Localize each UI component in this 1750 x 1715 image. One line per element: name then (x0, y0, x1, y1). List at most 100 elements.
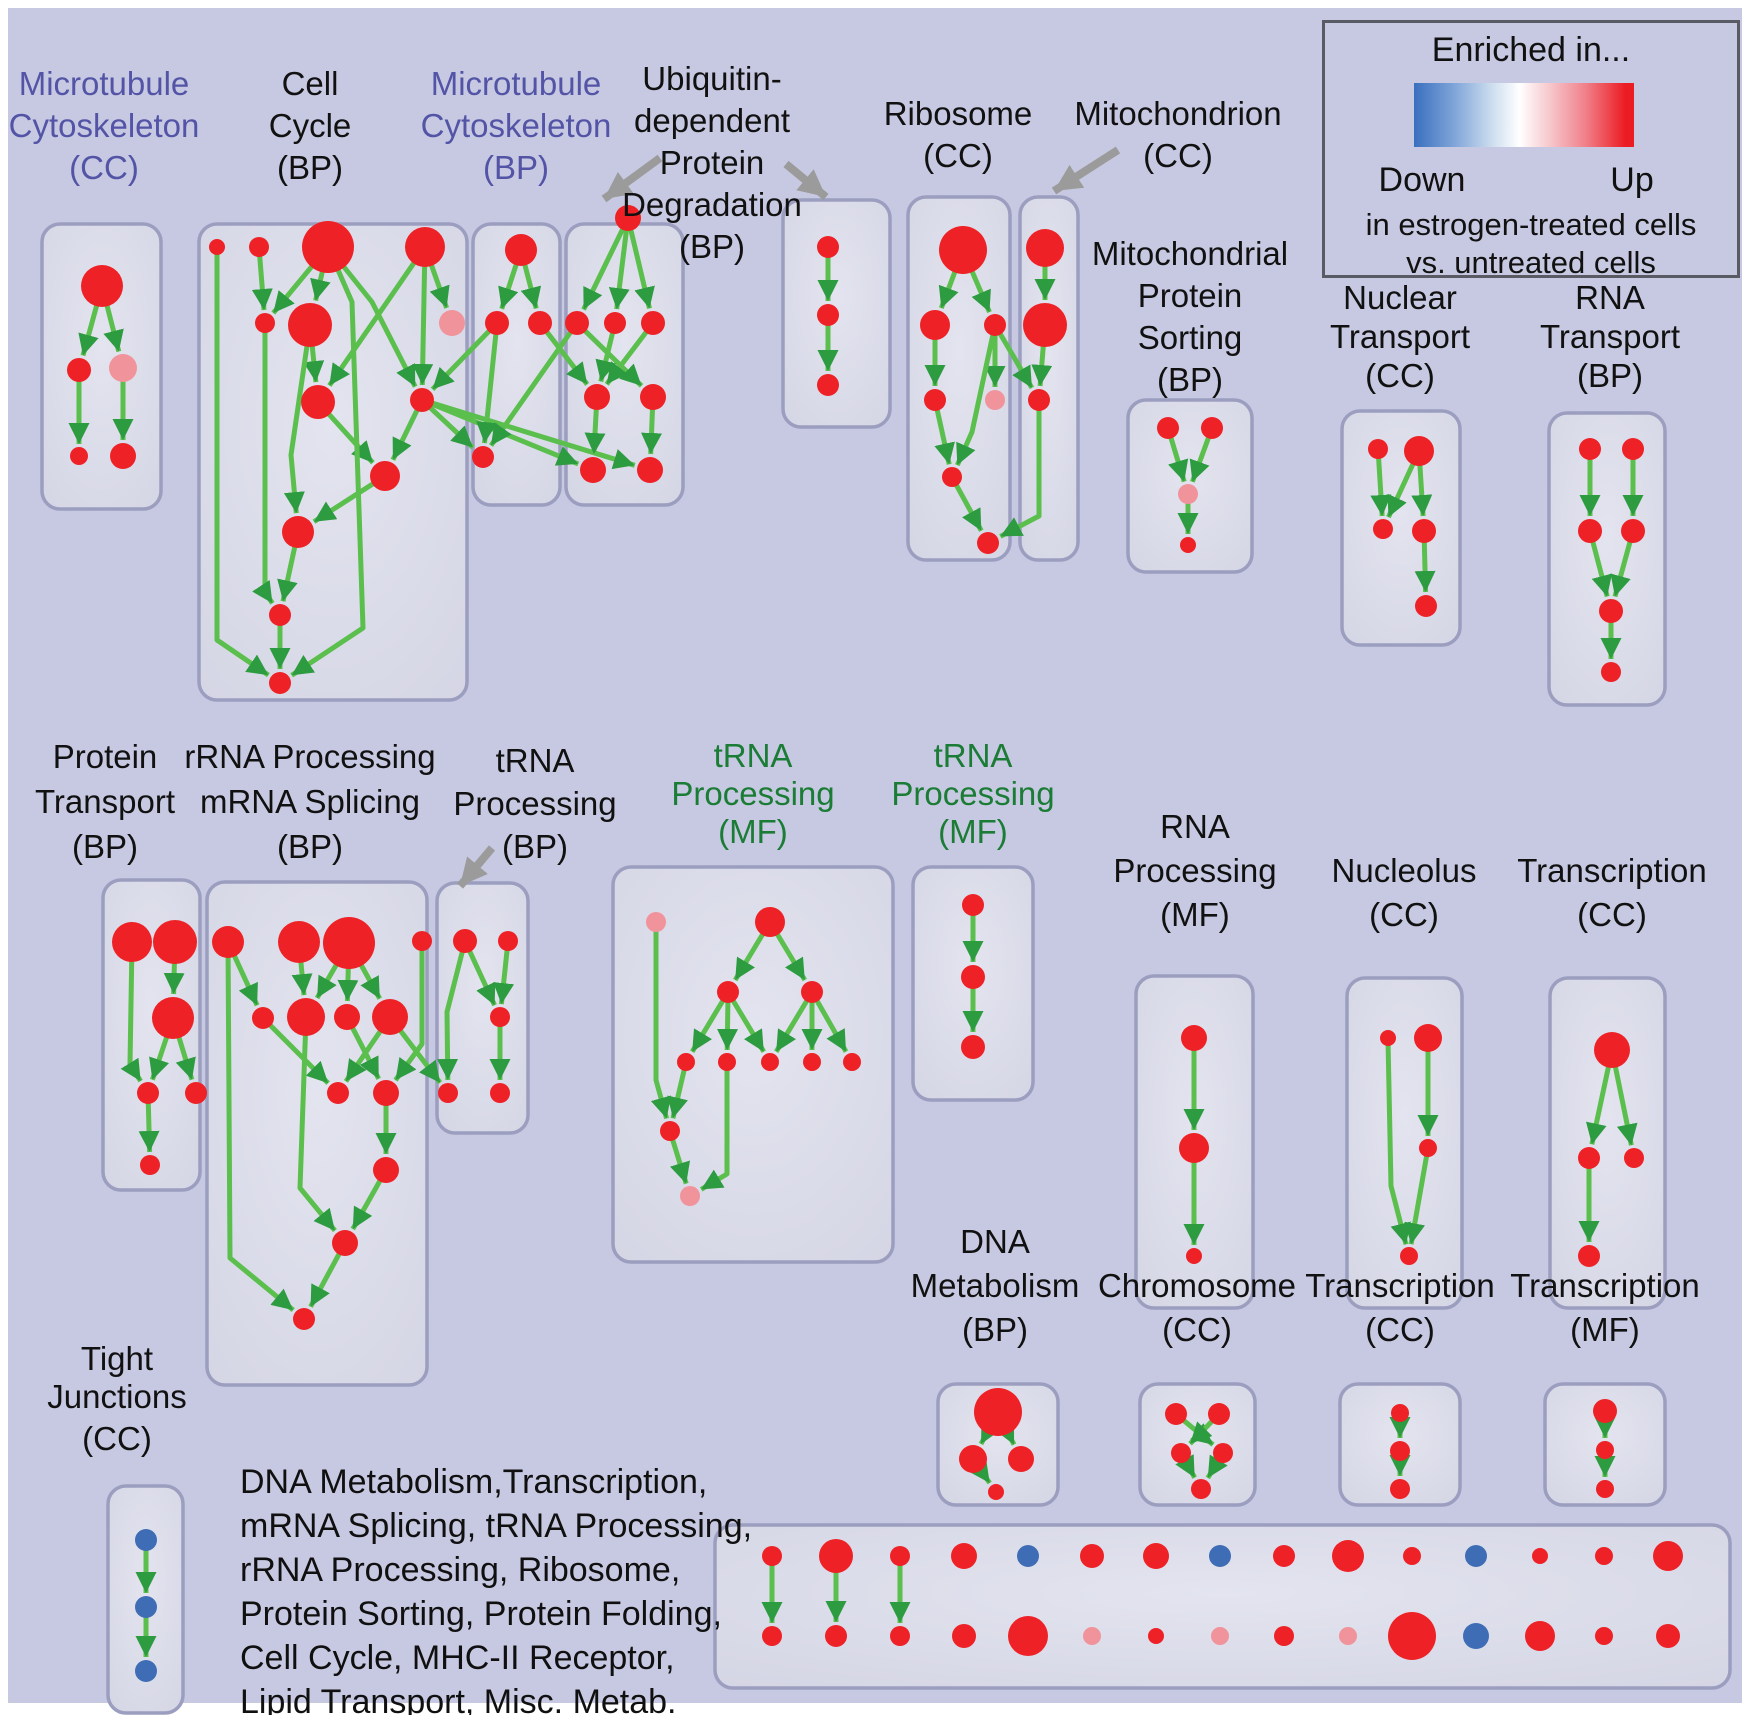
go-term-node-h3[interactable] (1373, 519, 1393, 539)
go-term-node-e5[interactable] (985, 390, 1005, 410)
go-term-node-p5[interactable] (185, 1082, 207, 1104)
go-term-node-e7[interactable] (977, 532, 999, 554)
go-term-node-d3[interactable] (528, 311, 552, 335)
go-term-node-y2[interactable] (1208, 1403, 1230, 1425)
go-term-node-u7[interactable] (580, 457, 606, 483)
go-term-node-y4[interactable] (1213, 1443, 1233, 1463)
go-term-node-v3[interactable] (817, 374, 839, 396)
go-term-node-i3[interactable] (1578, 519, 1602, 543)
go-term-node-e1[interactable] (939, 226, 987, 274)
go-term-node-t5[interactable] (490, 1083, 510, 1103)
go-term-node-r3[interactable] (323, 917, 375, 969)
go-term-node-m7[interactable] (761, 1053, 779, 1071)
go-term-node-p3[interactable] (152, 997, 194, 1039)
go-term-node-bb15[interactable] (1656, 1624, 1680, 1648)
go-term-node-g3[interactable] (1178, 484, 1198, 504)
go-term-node-h4[interactable] (1412, 519, 1436, 543)
go-term-node-z3[interactable] (1390, 1479, 1410, 1499)
go-term-node-i4[interactable] (1621, 519, 1645, 543)
go-term-node-bt5[interactable] (1017, 1545, 1039, 1567)
go-term-node-t3[interactable] (490, 1007, 510, 1027)
go-term-node-r10[interactable] (373, 1080, 399, 1106)
go-term-node-bt4[interactable] (951, 1543, 977, 1569)
go-term-node-bb14[interactable] (1595, 1627, 1613, 1645)
go-term-node-u6[interactable] (640, 384, 666, 410)
go-term-node-m4[interactable] (801, 981, 823, 1003)
go-term-node-r1[interactable] (212, 926, 244, 958)
go-term-node-r9[interactable] (327, 1082, 349, 1104)
go-term-node-t2[interactable] (498, 931, 518, 951)
go-term-node-bb11[interactable] (1388, 1612, 1436, 1660)
go-term-node-o3[interactable] (1419, 1139, 1437, 1157)
go-term-node-j2[interactable] (135, 1596, 157, 1618)
go-term-node-z2[interactable] (1390, 1441, 1410, 1461)
go-term-node-c3[interactable] (302, 221, 354, 273)
go-term-node-v1[interactable] (817, 236, 839, 258)
go-term-node-bb10[interactable] (1339, 1627, 1357, 1645)
go-term-node-y5[interactable] (1191, 1479, 1211, 1499)
go-term-node-w1[interactable] (1594, 1032, 1630, 1068)
go-term-node-x4[interactable] (988, 1484, 1004, 1500)
go-term-node-m8[interactable] (803, 1053, 821, 1071)
go-term-node-m2[interactable] (755, 907, 785, 937)
go-term-node-p2[interactable] (153, 920, 197, 964)
go-term-node-k2[interactable] (1596, 1441, 1614, 1459)
go-term-node-c10[interactable] (370, 461, 400, 491)
go-term-node-c4[interactable] (405, 227, 445, 267)
go-term-node-x3[interactable] (1008, 1446, 1034, 1472)
go-term-node-bb12[interactable] (1463, 1623, 1489, 1649)
go-term-node-c12[interactable] (269, 604, 291, 626)
go-term-node-s3[interactable] (961, 1035, 985, 1059)
go-term-node-d2[interactable] (485, 311, 509, 335)
go-term-node-r5[interactable] (252, 1007, 274, 1029)
go-term-node-c8[interactable] (301, 385, 335, 419)
go-term-node-bb6[interactable] (1083, 1627, 1101, 1645)
go-term-node-y3[interactable] (1171, 1443, 1191, 1463)
go-term-node-a3[interactable] (109, 354, 137, 382)
go-term-node-u4[interactable] (641, 311, 665, 335)
go-term-node-i2[interactable] (1622, 438, 1644, 460)
go-term-node-r4[interactable] (412, 931, 432, 951)
go-term-node-s2[interactable] (961, 965, 985, 989)
go-term-node-m3[interactable] (717, 981, 739, 1003)
go-term-node-v2[interactable] (817, 304, 839, 326)
go-term-node-r6[interactable] (287, 998, 325, 1036)
go-term-node-bt6[interactable] (1080, 1544, 1104, 1568)
go-term-node-m5[interactable] (677, 1053, 695, 1071)
go-term-node-r12[interactable] (332, 1230, 358, 1256)
go-term-node-u8[interactable] (637, 457, 663, 483)
go-term-node-bt12[interactable] (1465, 1545, 1487, 1567)
go-term-node-g2[interactable] (1201, 417, 1223, 439)
go-term-node-bt9[interactable] (1273, 1545, 1295, 1567)
go-term-node-t1[interactable] (453, 929, 477, 953)
go-term-node-r13[interactable] (293, 1308, 315, 1330)
go-term-node-a2[interactable] (67, 358, 91, 382)
go-term-node-q3[interactable] (1186, 1248, 1202, 1264)
go-term-node-m6[interactable] (718, 1053, 736, 1071)
go-term-node-w3[interactable] (1624, 1148, 1644, 1168)
go-term-node-f1[interactable] (1026, 229, 1064, 267)
go-term-node-bb2[interactable] (825, 1625, 847, 1647)
go-term-node-d1[interactable] (505, 234, 537, 266)
go-term-node-j1[interactable] (135, 1529, 157, 1551)
go-term-node-bt7[interactable] (1143, 1543, 1169, 1569)
go-term-node-c1[interactable] (209, 239, 225, 255)
go-term-node-x2[interactable] (959, 1445, 987, 1473)
go-term-node-bb9[interactable] (1274, 1626, 1294, 1646)
go-term-node-r2[interactable] (278, 921, 320, 963)
go-term-node-e4[interactable] (924, 389, 946, 411)
go-term-node-j3[interactable] (135, 1660, 157, 1682)
go-term-node-s1[interactable] (962, 894, 984, 916)
go-term-node-h1[interactable] (1368, 439, 1388, 459)
go-term-node-u2[interactable] (565, 311, 589, 335)
go-term-node-o4[interactable] (1400, 1247, 1418, 1265)
go-term-node-bt11[interactable] (1403, 1547, 1421, 1565)
go-term-node-bt15[interactable] (1653, 1541, 1683, 1571)
go-term-node-h5[interactable] (1415, 595, 1437, 617)
go-term-node-g4[interactable] (1180, 537, 1196, 553)
go-term-node-i1[interactable] (1579, 438, 1601, 460)
go-term-node-z1[interactable] (1391, 1404, 1409, 1422)
go-term-node-q1[interactable] (1181, 1025, 1207, 1051)
go-term-node-k1[interactable] (1593, 1399, 1617, 1423)
go-term-node-q2[interactable] (1179, 1133, 1209, 1163)
